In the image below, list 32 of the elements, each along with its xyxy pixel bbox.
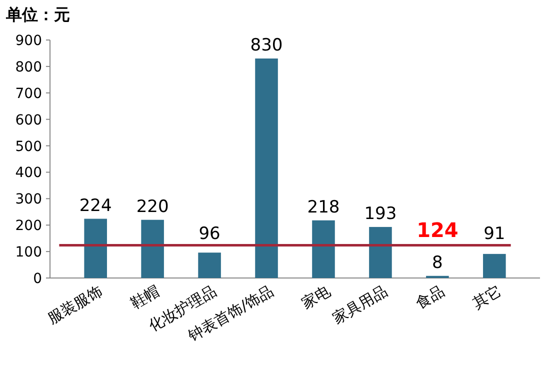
y-tick-label: 200 [15,218,42,234]
y-tick-label: 800 [15,59,42,76]
bar [369,226,392,278]
data-label: 193 [364,204,397,224]
bar [84,218,107,278]
data-label: 8 [432,252,443,273]
y-tick-label: 300 [15,192,42,208]
x-tick-label: 其它 [469,282,504,312]
bar [483,254,506,278]
bar [198,252,221,278]
y-tick-label: 900 [15,33,42,49]
y-tick-label: 700 [15,86,42,102]
x-tick-label: 食品 [412,282,448,312]
y-axis-title: 单位：元 [5,5,70,24]
data-label: 96 [198,224,220,244]
y-tick-label: 500 [15,138,42,155]
y-tick-label: 0 [33,271,42,287]
data-label: 218 [307,197,340,218]
x-tick-label: 服装服饰 [44,282,106,328]
data-label: 224 [79,196,112,216]
data-label: 220 [136,196,169,217]
bar [255,58,278,278]
bar [312,220,335,278]
y-tick-label: 600 [15,112,42,128]
ref-line-label: 124 [416,218,458,242]
data-label: 91 [484,224,506,244]
y-tick-label: 400 [15,165,42,182]
y-tick-label: 100 [15,244,42,261]
data-label: 830 [250,36,283,56]
bar [141,220,164,278]
x-tick-label: 鞋帽 [128,282,163,312]
x-tick-label: 家电 [298,282,334,312]
